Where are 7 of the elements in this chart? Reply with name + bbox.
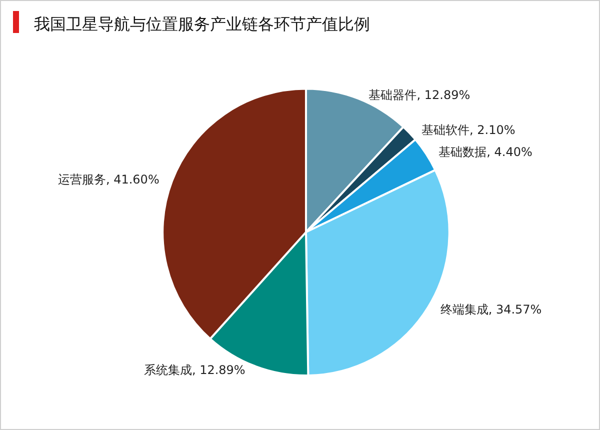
slice-label: 基础数据, 4.40% [438,144,532,159]
slice-label: 运营服务, 41.60% [58,172,160,186]
slice-label: 基础软件, 2.10% [421,123,516,138]
slice-label: 终端集成, 34.57% [440,302,542,317]
chart-title: 我国卫星导航与位置服务产业链各环节产值比例 [34,14,370,34]
slice-label: 基础器件, 12.89% [368,88,470,102]
slice-label: 系统集成, 12.89% [144,363,246,378]
